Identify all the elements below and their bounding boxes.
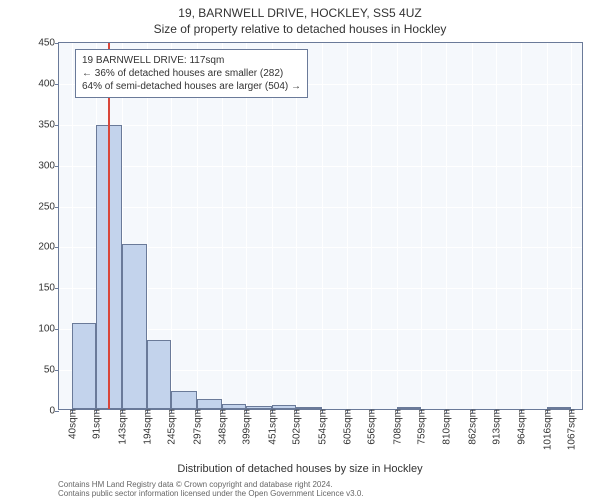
x-tick-label: 605sqm — [340, 409, 353, 445]
grid-line-v — [571, 43, 572, 409]
grid-line-h — [59, 166, 582, 167]
histogram-bar — [171, 391, 196, 409]
y-tick-label: 50 — [44, 365, 59, 376]
x-tick-label: 810sqm — [440, 409, 453, 445]
x-tick-label: 964sqm — [515, 409, 528, 445]
y-tick-label: 0 — [49, 406, 59, 417]
grid-line-h — [59, 207, 582, 208]
grid-line-v — [472, 43, 473, 409]
grid-line-v — [371, 43, 372, 409]
y-tick-label: 350 — [38, 119, 59, 130]
x-tick-label: 502sqm — [290, 409, 303, 445]
y-tick-label: 250 — [38, 201, 59, 212]
histogram-bar — [147, 340, 172, 410]
histogram-bar — [72, 323, 97, 409]
grid-line-v — [521, 43, 522, 409]
x-tick-label: 1067sqm — [565, 409, 578, 450]
x-tick-label: 297sqm — [190, 409, 203, 445]
grid-line-v — [347, 43, 348, 409]
x-tick-label: 913sqm — [490, 409, 503, 445]
grid-line-v — [446, 43, 447, 409]
x-tick-label: 245sqm — [165, 409, 178, 445]
x-tick-label: 656sqm — [365, 409, 378, 445]
x-tick-label: 348sqm — [215, 409, 228, 445]
histogram-bar — [122, 244, 147, 409]
chart-title-sub: Size of property relative to detached ho… — [0, 20, 600, 36]
legend-box: 19 BARNWELL DRIVE: 117sqm ← 36% of detac… — [75, 49, 308, 98]
credits-line-2: Contains public sector information licen… — [58, 489, 364, 499]
credits: Contains HM Land Registry data © Crown c… — [58, 480, 364, 499]
x-tick-label: 708sqm — [390, 409, 403, 445]
grid-line-v — [547, 43, 548, 409]
legend-line-1: 19 BARNWELL DRIVE: 117sqm — [82, 54, 301, 67]
x-tick-label: 759sqm — [415, 409, 428, 445]
histogram-bar — [197, 399, 222, 409]
x-tick-label: 451sqm — [265, 409, 278, 445]
legend-line-3: 64% of semi-detached houses are larger (… — [82, 80, 301, 93]
x-tick-label: 554sqm — [315, 409, 328, 445]
x-tick-label: 194sqm — [140, 409, 153, 445]
y-tick-label: 150 — [38, 283, 59, 294]
x-tick-label: 862sqm — [465, 409, 478, 445]
x-tick-label: 143sqm — [115, 409, 128, 445]
grid-line-h — [59, 125, 582, 126]
legend-line-2: ← 36% of detached houses are smaller (28… — [82, 67, 301, 80]
y-tick-label: 200 — [38, 242, 59, 253]
x-tick-label: 40sqm — [65, 409, 78, 439]
x-tick-label: 91sqm — [90, 409, 103, 439]
x-tick-label: 1016sqm — [540, 409, 553, 450]
y-tick-label: 450 — [38, 38, 59, 49]
y-tick-label: 100 — [38, 324, 59, 335]
x-axis-label: Distribution of detached houses by size … — [0, 463, 600, 475]
credits-line-1: Contains HM Land Registry data © Crown c… — [58, 480, 364, 490]
y-tick-label: 300 — [38, 160, 59, 171]
grid-line-v — [496, 43, 497, 409]
chart-plot-area: 050100150200250300350400450 40sqm91sqm14… — [58, 42, 583, 410]
grid-line-v — [421, 43, 422, 409]
grid-line-v — [322, 43, 323, 409]
x-tick-label: 399sqm — [240, 409, 253, 445]
chart-title-main: 19, BARNWELL DRIVE, HOCKLEY, SS5 4UZ — [0, 0, 600, 20]
grid-line-v — [397, 43, 398, 409]
y-tick-label: 400 — [38, 78, 59, 89]
